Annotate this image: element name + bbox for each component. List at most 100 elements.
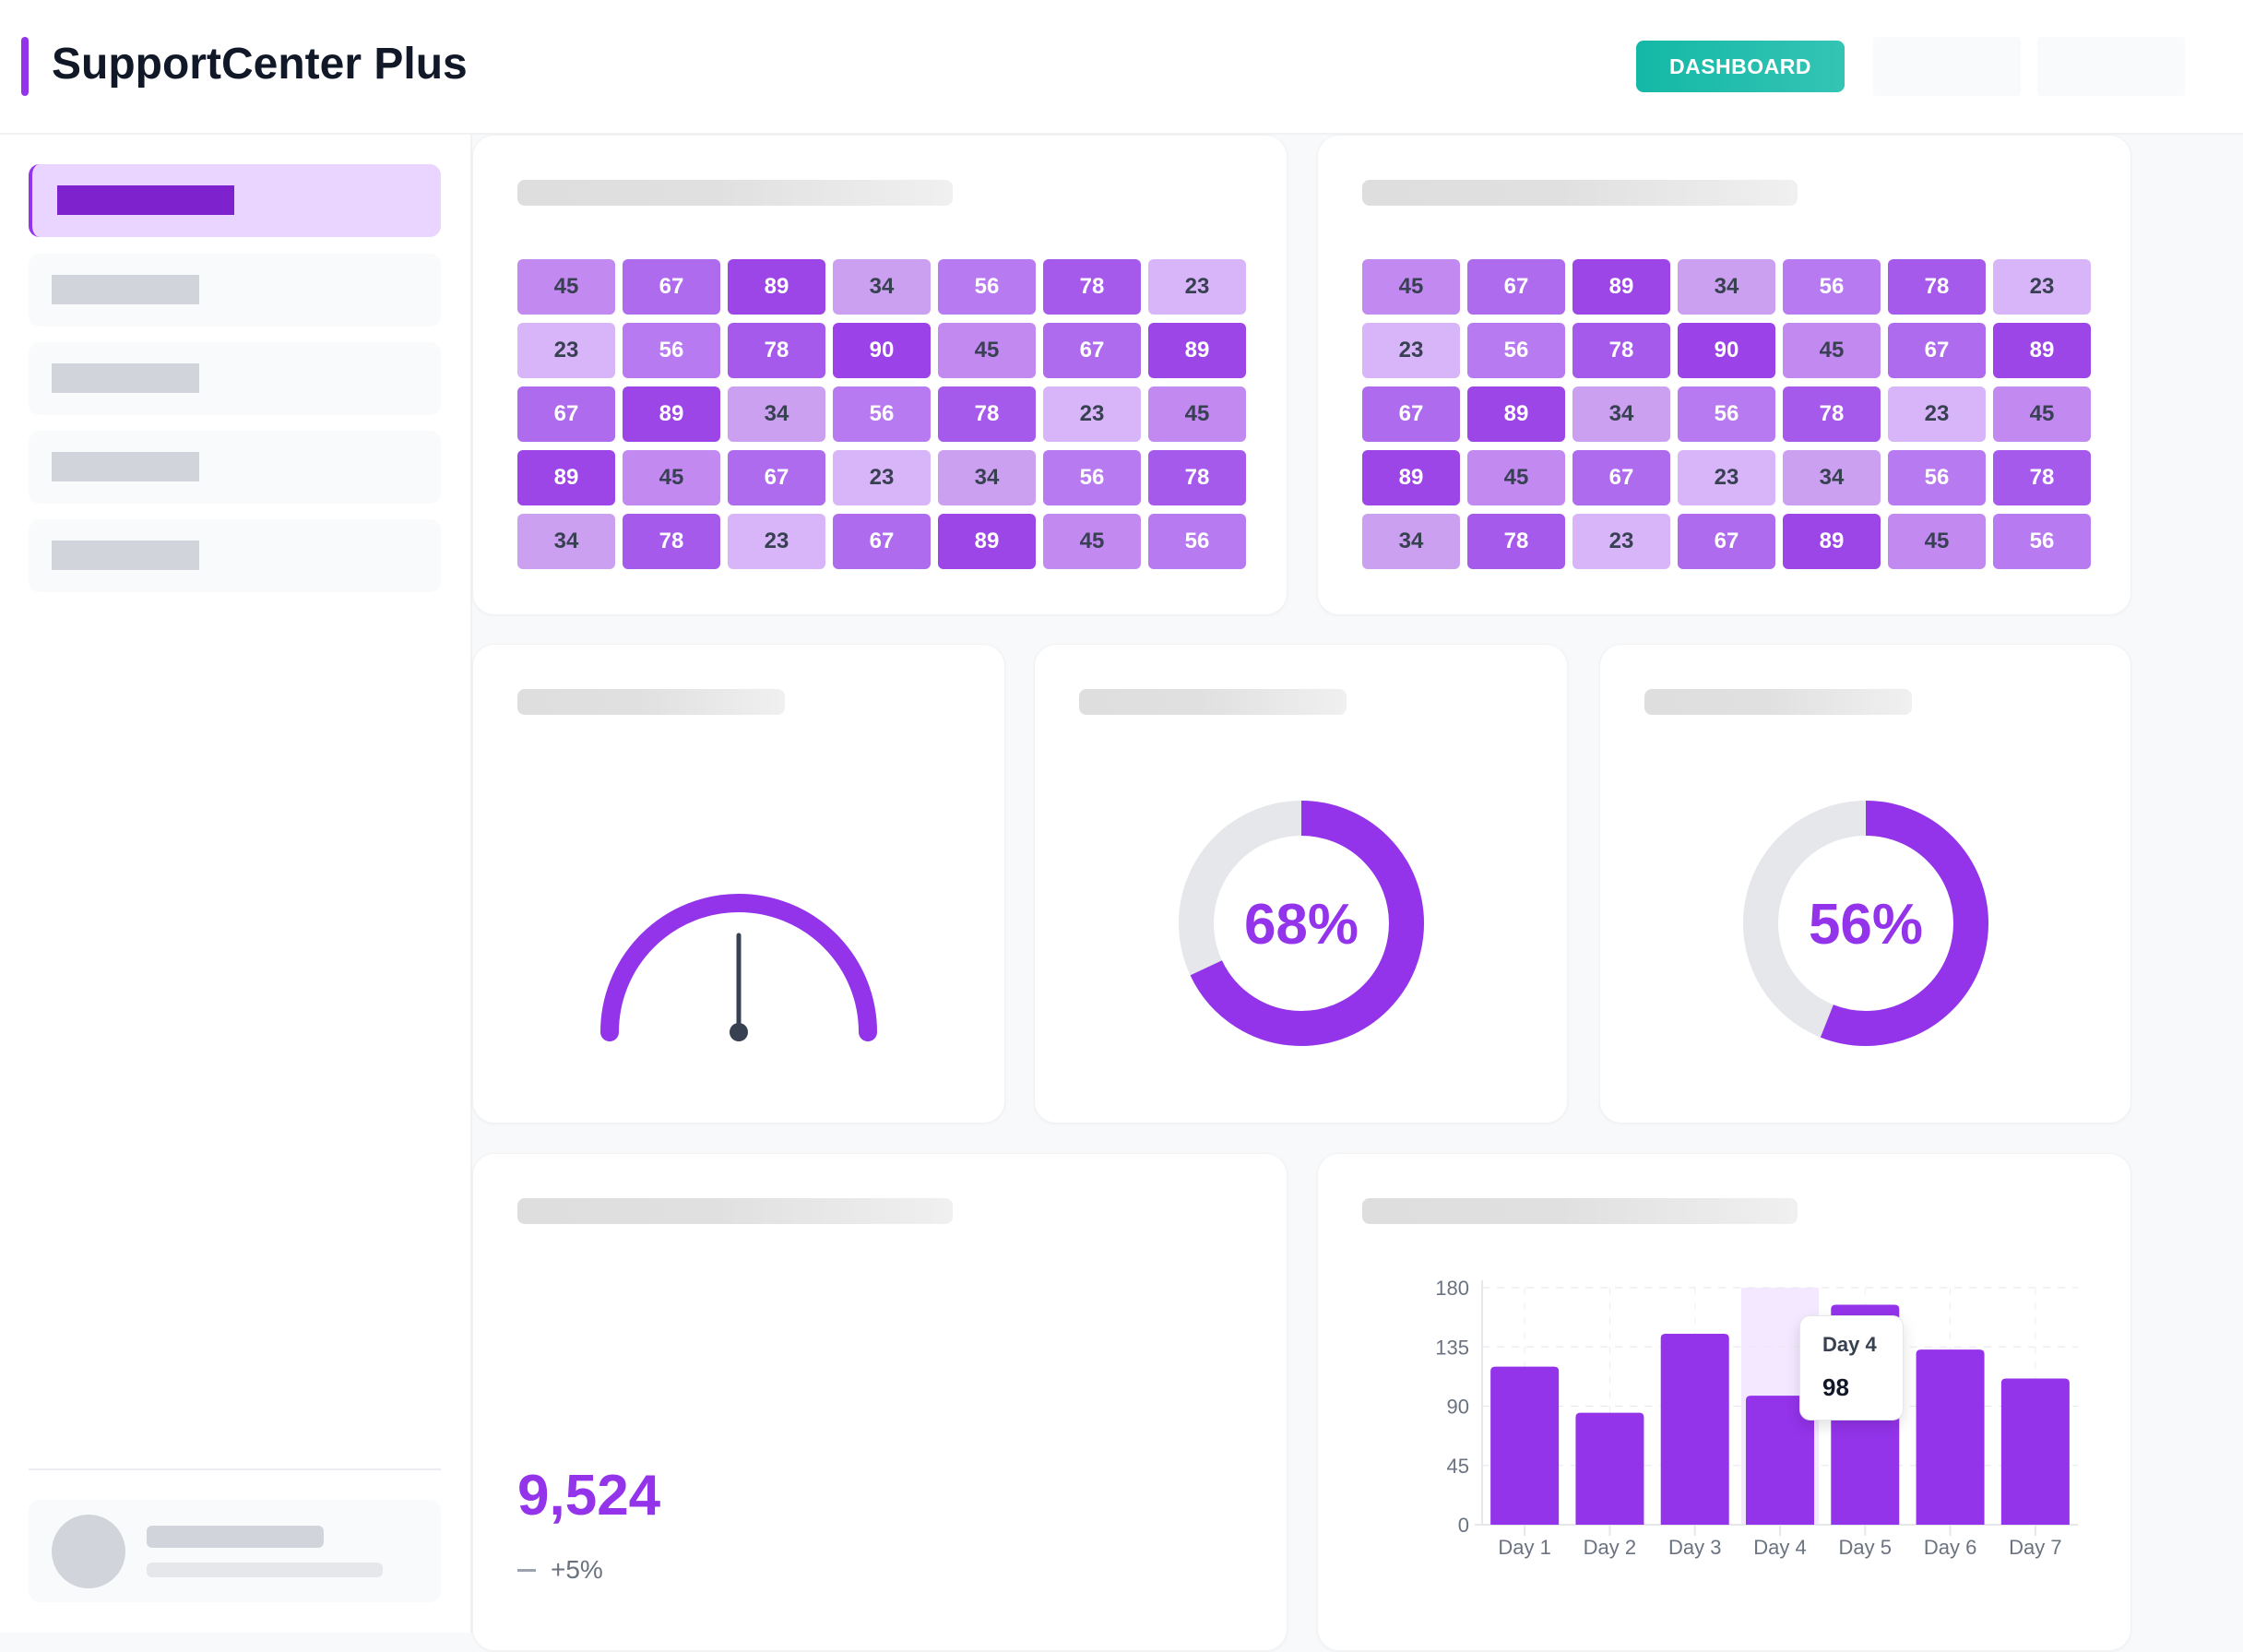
x-tick-label: Day 4 <box>1753 1536 1806 1559</box>
brand-accent-bar <box>21 37 29 96</box>
donut-chart: 56% <box>1743 801 1988 1046</box>
heatmap-cell: 34 <box>728 386 825 442</box>
y-tick-label: 45 <box>1447 1455 1469 1478</box>
heatmap-cell: 56 <box>623 323 720 378</box>
heatmap-cell: 56 <box>938 259 1036 315</box>
heatmap-cell: 89 <box>517 450 615 505</box>
sidebar-item-label-placeholder <box>52 275 199 304</box>
dash-icon <box>517 1568 536 1572</box>
gauge <box>600 894 877 1041</box>
gauge-card <box>472 644 1005 1123</box>
x-tick-label: Day 6 <box>1924 1536 1976 1559</box>
gauge-pivot <box>730 1023 748 1041</box>
heatmap-cell: 45 <box>1362 259 1460 315</box>
bar <box>1575 1412 1644 1525</box>
heatmap-cell: 56 <box>1678 386 1775 442</box>
heatmap-cell: 34 <box>1783 450 1881 505</box>
card-title-placeholder <box>517 180 953 206</box>
heatmap-cell: 67 <box>623 259 720 315</box>
heatmap-cell: 67 <box>1678 514 1775 569</box>
heatmap-cell: 23 <box>728 514 825 569</box>
y-tick-label: 0 <box>1458 1514 1469 1537</box>
heatmap-cell: 90 <box>1678 323 1775 378</box>
kpi-value: 9,524 <box>517 1464 661 1527</box>
heatmap-cell: 45 <box>517 259 615 315</box>
card-title-placeholder <box>517 1198 953 1224</box>
heatmap-cell: 89 <box>1783 514 1881 569</box>
user-role-placeholder <box>147 1563 383 1577</box>
heatmap-cell: 89 <box>1148 323 1246 378</box>
y-tick-label: 90 <box>1447 1396 1469 1419</box>
x-tick-label: Day 1 <box>1498 1536 1550 1559</box>
header-placeholder-button[interactable] <box>2037 37 2185 96</box>
heatmap-cell: 23 <box>1993 259 2091 315</box>
bar-chart: 0 45 90 135 180 Day 1 Day 2 Day 3 Day 4 Day 5 Day … <box>1435 1277 2078 1559</box>
heatmap-cell: 67 <box>1043 323 1141 378</box>
donut-arc <box>1743 801 1988 1046</box>
card-title-placeholder <box>1362 180 1798 206</box>
app-header: SupportCenter Plus DASHBOARD <box>0 0 2243 135</box>
user-profile[interactable] <box>29 1500 441 1602</box>
heatmap-cell: 78 <box>1993 450 2091 505</box>
tooltip-category: Day 4 <box>1822 1333 1877 1356</box>
donut-card: 68% <box>1034 644 1568 1123</box>
heatmap-card: 45 67 89 34 56 78 23 23 56 78 90 45 67 89 67 89 34 56 78 23… <box>472 135 1288 615</box>
bar <box>2000 1378 2070 1525</box>
heatmap-cell: 78 <box>1888 259 1986 315</box>
heatmap-cell: 89 <box>1467 386 1565 442</box>
x-tick-label: Day 7 <box>2009 1536 2061 1559</box>
app-title: SupportCenter Plus <box>52 40 468 89</box>
sidebar-item[interactable] <box>29 519 441 592</box>
header-placeholder-button[interactable] <box>1873 37 2021 96</box>
heatmap-cell: 56 <box>833 386 931 442</box>
heatmap-cell: 34 <box>1678 259 1775 315</box>
user-name-placeholder <box>147 1526 324 1548</box>
chart-tooltip: Day 4 98 <box>1799 1315 1904 1420</box>
card-title-placeholder <box>1079 689 1347 715</box>
heatmap-cell: 34 <box>833 259 931 315</box>
sidebar-item[interactable] <box>29 342 441 415</box>
heatmap-cell: 67 <box>1362 386 1460 442</box>
sidebar-item[interactable] <box>29 431 441 504</box>
heatmap-cell: 78 <box>1783 386 1881 442</box>
sidebar-item-label-placeholder <box>57 185 234 215</box>
heatmap-cell: 56 <box>1043 450 1141 505</box>
y-tick-label: 135 <box>1435 1336 1469 1359</box>
heatmap-cell: 45 <box>938 323 1036 378</box>
dashboard-button[interactable]: DASHBOARD <box>1636 41 1845 92</box>
y-tick-label: 180 <box>1435 1277 1469 1300</box>
avatar <box>52 1515 125 1588</box>
kpi-trend: +5% <box>517 1555 603 1585</box>
heatmap-cell: 78 <box>1043 259 1141 315</box>
heatmap-cell: 45 <box>1043 514 1141 569</box>
sidebar-item[interactable] <box>29 254 441 327</box>
heatmap-cell: 56 <box>1888 450 1986 505</box>
donut-label: 68% <box>1244 893 1359 957</box>
gauge-arc <box>600 894 877 1041</box>
heatmap-cell: 34 <box>1362 514 1460 569</box>
heatmap-cell: 45 <box>1467 450 1565 505</box>
heatmap-cell: 78 <box>1572 323 1670 378</box>
tooltip-value: 98 <box>1822 1373 1849 1401</box>
heatmap-cell: 67 <box>1572 450 1670 505</box>
card-title-placeholder <box>517 689 785 715</box>
bar <box>1746 1396 1814 1525</box>
heatmap-cell: 67 <box>833 514 931 569</box>
card-title-placeholder <box>1644 689 1912 715</box>
heatmap-cell: 45 <box>623 450 720 505</box>
heatmap-cell: 56 <box>1993 514 2091 569</box>
donut-card: 56% <box>1599 644 2131 1123</box>
bar <box>1490 1366 1560 1525</box>
sidebar-item-active[interactable] <box>29 164 441 237</box>
x-tick-label: Day 2 <box>1584 1536 1636 1559</box>
x-tick-label: Day 5 <box>1839 1536 1892 1559</box>
heatmap: 45 67 89 34 56 78 23 23 56 78 90 45 67 89 67 89 34 56 78 23… <box>517 259 1246 569</box>
heatmap-cell: 78 <box>728 323 825 378</box>
donut-arc <box>1179 801 1424 1046</box>
kpi-card: 9,524 +5% <box>472 1153 1288 1651</box>
heatmap-cell: 23 <box>833 450 931 505</box>
heatmap-cell: 23 <box>1678 450 1775 505</box>
sidebar-divider <box>29 1468 441 1470</box>
heatmap-cell: 23 <box>517 323 615 378</box>
heatmap-cell: 23 <box>1362 323 1460 378</box>
